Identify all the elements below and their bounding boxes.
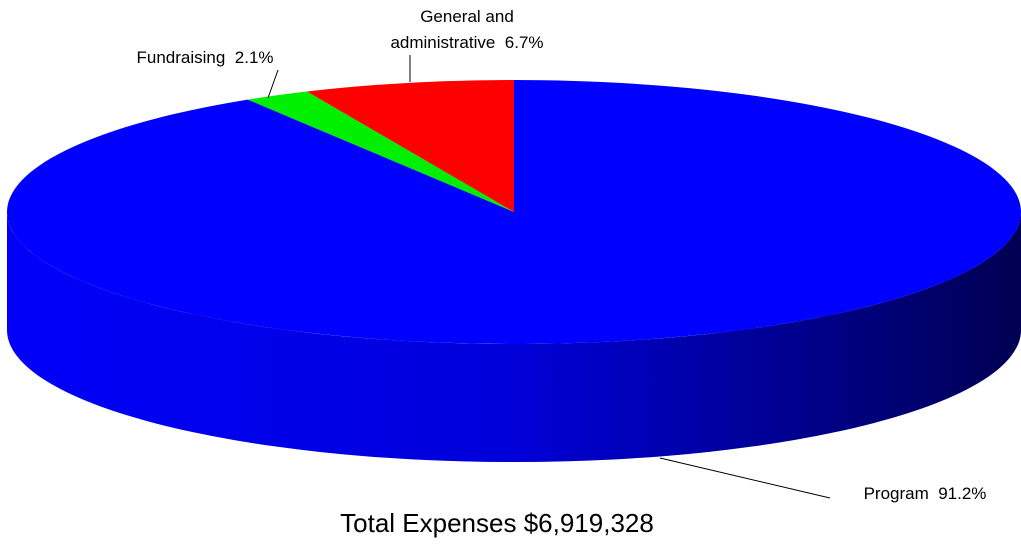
leader-line	[267, 69, 279, 99]
side-shade	[7, 212, 1021, 462]
value-label: 6.7%	[504, 33, 544, 52]
slice-label: General and administrative 6.7%	[372, 4, 562, 56]
slice-label: Program 91.2%	[835, 481, 1015, 507]
category-label: Fundraising	[136, 48, 226, 67]
slice	[247, 91, 515, 212]
chart-title: Total Expenses $6,919,328	[340, 508, 654, 538]
leader-line	[659, 457, 831, 499]
slice-label: Fundraising 2.1%	[100, 45, 310, 71]
value-label: 2.1%	[234, 48, 274, 67]
slice	[7, 80, 1021, 344]
category-label: Program	[863, 484, 929, 503]
slice	[306, 80, 514, 212]
category-label: General and administrative	[390, 7, 514, 52]
value-label: 91.2%	[938, 484, 987, 503]
